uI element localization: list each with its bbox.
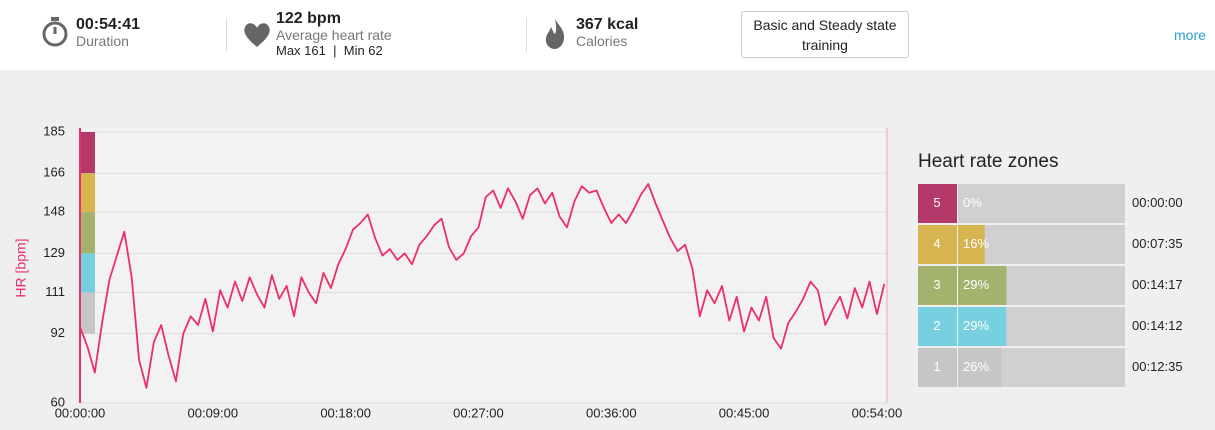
x-tick-label: 00:36:00: [586, 405, 637, 420]
zone-number-box: [918, 184, 957, 223]
y-tick-label: 92: [51, 325, 65, 340]
zone-time: 00:14:17: [1132, 277, 1183, 292]
zone-number-box: [918, 348, 957, 387]
zone-bar: [958, 225, 985, 264]
hr-range: Max 161 | Min 62: [276, 43, 392, 59]
calories-stat: 367 kcal Calories: [576, 16, 638, 49]
x-tick-label: 00:45:00: [719, 405, 770, 420]
hr-label: Average heart rate: [276, 27, 392, 43]
zone-number: 5: [933, 195, 940, 210]
zone-number-box: [918, 266, 957, 305]
separator: [526, 18, 527, 52]
training-type-button[interactable]: Basic and Steady state training: [741, 11, 909, 58]
separator: [226, 18, 227, 52]
zone-number: 3: [933, 277, 940, 292]
zone-time: 00:14:12: [1132, 318, 1183, 333]
x-tick-label: 00:00:00: [55, 405, 106, 420]
zone-bar: [958, 307, 1007, 346]
zone-time: 00:07:35: [1132, 236, 1183, 251]
zone-bar-bg: [958, 225, 1125, 264]
zone-percent: 0%: [963, 195, 982, 210]
x-tick-label: 00:09:00: [188, 405, 239, 420]
zone-time: 00:00:00: [1132, 195, 1183, 210]
zone-band: [80, 132, 95, 174]
y-tick-label: 60: [51, 394, 65, 409]
y-tick-label: 185: [43, 123, 65, 138]
stopwatch-icon: [42, 17, 68, 47]
duration-value: 00:54:41: [76, 16, 141, 33]
flame-icon: [545, 19, 565, 49]
hr-stat: 122 bpm Average heart rate Max 161 | Min…: [276, 10, 392, 59]
zone-number-box: [918, 225, 957, 264]
zone-percent: 29%: [963, 277, 989, 292]
zone-bar-bg: [958, 184, 1125, 223]
hr-value: 122 bpm: [276, 10, 341, 27]
hr-line: [79, 183, 886, 389]
zone-bar: [958, 348, 1002, 387]
zone-bar-bg: [958, 307, 1125, 346]
y-tick-label: 148: [43, 204, 65, 219]
hr-separator: |: [333, 43, 337, 58]
plot-area: [80, 128, 887, 403]
x-tick-label: 00:54:00: [852, 405, 903, 420]
x-tick-label: 00:27:00: [453, 405, 504, 420]
zone-band: [80, 173, 95, 213]
zone-band: [80, 292, 95, 334]
zone-time: 00:12:35: [1132, 359, 1183, 374]
hr-max: Max 161: [276, 43, 326, 58]
y-tick-label: 166: [43, 165, 65, 180]
calories-value: 367 kcal: [576, 16, 639, 33]
more-link[interactable]: more: [1174, 27, 1206, 43]
zone-number: 4: [933, 236, 940, 251]
zone-bar-bg: [958, 348, 1125, 387]
zone-number: 1: [933, 359, 940, 374]
y-tick-label: 111: [45, 284, 65, 299]
duration-stat: 00:54:41 Duration: [76, 16, 140, 49]
y-tick-label: 129: [43, 245, 65, 260]
calories-label: Calories: [576, 33, 628, 49]
zone-percent: 26%: [963, 359, 989, 374]
zone-number: 2: [933, 318, 940, 333]
zone-number-box: [918, 307, 957, 346]
zone-band: [80, 253, 95, 293]
heart-icon: [244, 23, 270, 47]
zone-band: [80, 212, 95, 254]
zone-percent: 16%: [963, 236, 989, 251]
zones-title: Heart rate zones: [918, 151, 1058, 172]
zone-bar-bg: [958, 266, 1125, 305]
hr-min: Min 62: [343, 43, 383, 58]
x-tick-label: 00:18:00: [320, 405, 371, 420]
zone-percent: 29%: [963, 318, 989, 333]
duration-label: Duration: [76, 33, 129, 49]
zone-bar: [958, 266, 1007, 305]
summary-bar: 00:54:41 Duration 122 bpm Average heart …: [0, 0, 1215, 70]
y-axis-label: HR [bpm]: [13, 238, 29, 297]
